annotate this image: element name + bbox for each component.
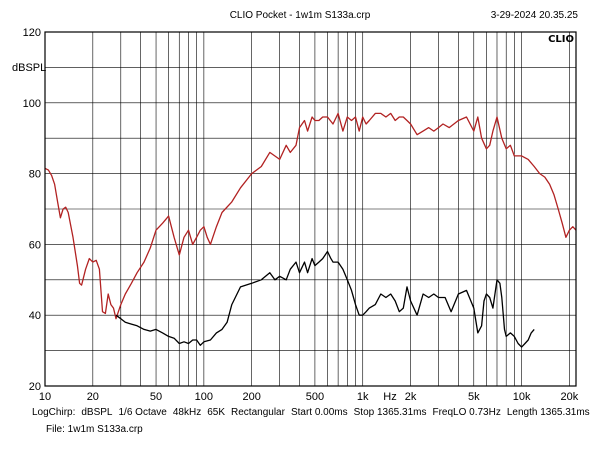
x-tick-label: 100 [195, 391, 213, 403]
settings-item: dBSPL [81, 407, 113, 418]
series-line-red [44, 112, 577, 320]
settings-item: LogChirp: [32, 407, 75, 418]
x-tick-label: 10k [513, 391, 531, 403]
y-tick-label: 20 [29, 381, 41, 393]
file-name: File: 1w1m S133a.crp [46, 424, 143, 435]
y-tick-labels: 20 40 60 80 100 120 [23, 27, 41, 393]
minor-grid [44, 32, 576, 386]
settings-text: LogChirp: dBSPL 1/6 Octave 48kHz 65K Rectangu… [32, 407, 590, 418]
x-tick-label: 200 [243, 391, 261, 403]
settings-item: Length 1365.31ms [507, 407, 590, 418]
settings-item: Start 0.00ms [291, 407, 348, 418]
x-tick-label: 2k [405, 391, 417, 403]
app-title: CLIO Pocket - 1w1m S133a.crp [230, 10, 371, 21]
x-tick-labels: 10 20 50 100 200 500 1k 2k 5k 10k 20k [39, 391, 579, 403]
y-tick-label: 60 [29, 239, 41, 251]
x-tick-label: 20 [87, 391, 99, 403]
timestamp: 3-29-2024 20.35.25 [491, 10, 579, 21]
x-tick-label: 50 [150, 391, 162, 403]
plot-frame [44, 31, 577, 387]
x-axis-label: Hz [383, 391, 396, 403]
series-layer [44, 112, 577, 348]
x-tick-label: 500 [306, 391, 324, 403]
clio-logo: CLIO [548, 34, 574, 45]
y-tick-label: 80 [29, 169, 41, 181]
settings-item: 65K [207, 407, 225, 418]
settings-item: Stop 1365.31ms [354, 407, 427, 418]
settings-item: 48kHz [173, 407, 201, 418]
y-tick-label: 120 [23, 27, 41, 39]
y-tick-label: 100 [23, 98, 41, 110]
y-tick-label: 40 [29, 310, 41, 322]
y-axis-label: dBSPL [12, 62, 46, 74]
settings-item: Rectangular [231, 407, 286, 418]
x-tick-label: 5k [468, 391, 480, 403]
x-tick-label: 1k [357, 391, 369, 403]
settings-item: 1/6 Octave [119, 407, 168, 418]
x-tick-label: 10 [39, 391, 51, 403]
series-line-black [115, 250, 535, 348]
x-tick-label: 20k [561, 391, 579, 403]
measurement-settings: LogChirp: dBSPL 1/6 Octave 48kHz 65K Rectangu… [32, 407, 590, 418]
settings-item: FreqLO 0.73Hz [432, 407, 500, 418]
